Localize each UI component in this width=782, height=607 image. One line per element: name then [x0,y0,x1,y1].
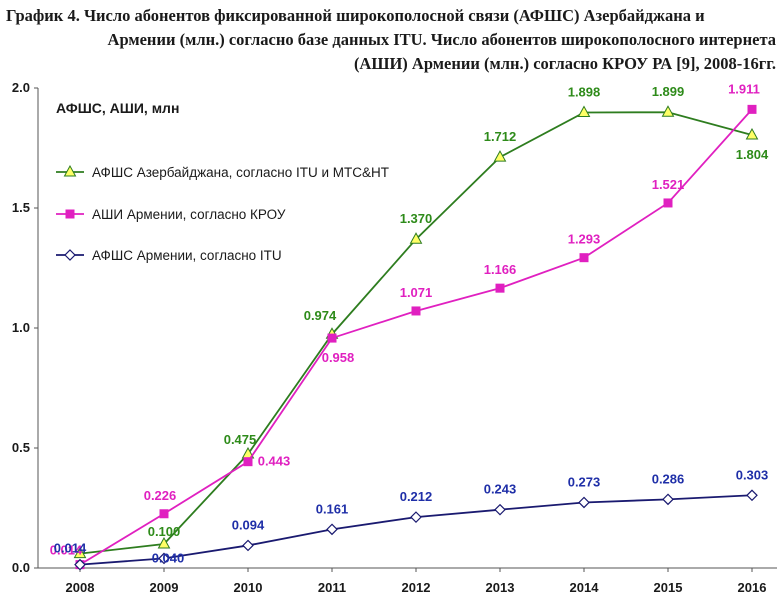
y-tick-label: 1.0 [12,320,30,335]
data-label: 0.014 [50,543,83,558]
y-tick-label: 0.0 [12,560,30,575]
data-label: 0.958 [322,350,355,365]
diamond-marker [746,489,758,502]
square-marker [411,306,421,316]
diamond-marker [326,523,338,536]
series-layer [73,104,759,571]
square-marker [159,509,169,519]
x-tick-label: 2016 [738,580,767,595]
legend-entry: АШИ Армении, согласно КРОУ [92,207,286,222]
x-tick-label: 2008 [66,580,95,595]
diamond-marker [64,249,76,261]
square-marker [243,457,253,467]
x-tick-label: 2013 [486,580,515,595]
data-label: 1.071 [400,285,433,300]
triangle-marker [73,546,87,559]
square-marker [327,333,337,343]
x-tick-label: 2009 [150,580,179,595]
data-label: 0.286 [652,471,685,486]
diamond-marker [410,511,422,523]
triangle-marker [63,164,77,177]
triangle-marker [493,150,507,162]
legend-entry: АФШС Азербайджана, согласно ITU и МТС&НТ [92,165,389,180]
data-label: 1.521 [652,177,685,192]
title-line-1: График 4. Число абонентов фиксированной … [6,6,705,25]
data-label: 0.161 [316,501,349,516]
x-tick-label: 2011 [318,580,346,595]
legend-entry: АФШС Армении, согласно ITU [92,248,282,263]
data-label: 0.273 [568,474,601,489]
data-label: 0.303 [736,467,769,482]
data-label: 1.898 [568,84,601,99]
diamond-marker [494,503,506,516]
diamond-marker [74,558,86,571]
diamond-marker [578,496,590,509]
x-tick-label: 2010 [234,580,263,595]
y-tick-label: 2.0 [12,80,30,95]
axes: 0.0 0.5 1.0 1.5 2.0 2008 2009 2010 2011 2012 2013 2… [12,80,777,595]
diamond-marker [662,493,674,506]
diamond-marker [242,539,254,552]
units-label: АФШС, АШИ, млн [56,100,179,116]
square-marker [747,104,757,114]
title-line-3: (АШИ) Армении (млн.) согласно КРОУ РА [9… [353,54,776,73]
data-label: 1.166 [484,262,517,277]
y-tick-label: 1.5 [12,200,30,215]
square-marker [579,253,589,263]
square-marker [663,198,673,208]
data-labels: 0.100 0.475 0.974 1.370 1.712 1.898 1.899 1.804… [50,81,769,565]
diamond-marker [158,552,170,565]
data-label: 1.712 [484,129,517,144]
x-tick-label: 2015 [654,580,683,595]
data-label: 0.974 [304,308,337,323]
data-label: 0.094 [232,517,265,532]
data-label: 0.014 [54,541,87,556]
data-label: 0.040 [152,550,185,565]
data-label: 0.226 [144,488,177,503]
triangle-marker [745,128,759,140]
data-label: 0.443 [258,454,291,469]
chart-title: График 4. Число абонентов фиксированной … [6,4,776,76]
data-label: 1.370 [400,211,433,226]
data-label: 1.911 [728,81,760,96]
data-label: 0.475 [224,432,257,447]
triangle-marker [409,232,423,244]
data-label: 1.804 [736,147,769,162]
data-label: 0.243 [484,482,517,497]
legend: АФШС Азербайджана, согласно ITU и МТС&НТ… [56,164,389,263]
data-label: 0.100 [148,524,181,539]
x-tick-label: 2012 [402,580,431,595]
data-label: 1.293 [568,232,601,247]
triangle-marker [157,536,171,549]
title-line-2: Армении (млн.) согласно базе данных ITU.… [107,30,776,49]
x-tick-label: 2014 [570,580,600,595]
square-marker [65,209,75,219]
square-marker [495,283,505,293]
data-label: 0.212 [400,489,433,504]
triangle-marker [577,105,591,117]
y-tick-label: 0.5 [12,440,30,455]
triangle-marker [661,105,675,117]
data-label: 1.899 [652,84,685,99]
